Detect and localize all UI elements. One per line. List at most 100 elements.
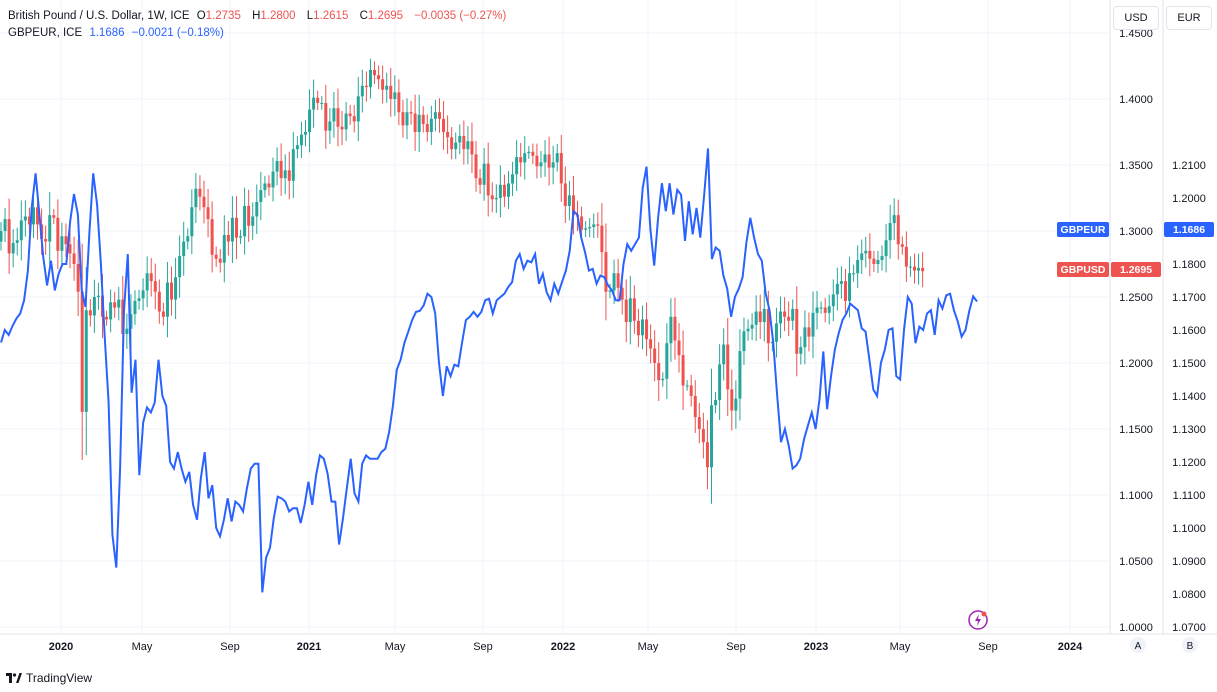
candle-body: [125, 328, 129, 334]
candle-body: [324, 102, 328, 131]
open-value: 1.2735: [205, 10, 241, 22]
candle-body: [872, 258, 876, 264]
candle-body: [791, 308, 795, 321]
lightning-icon[interactable]: [968, 610, 988, 630]
candle-body: [218, 258, 222, 263]
candle-body: [113, 302, 117, 308]
price-tick-label: 1.1700: [1172, 292, 1206, 304]
candle-body: [474, 154, 478, 179]
candle-body: [519, 157, 523, 163]
time-tick-label: Sep: [220, 641, 240, 653]
candle-body: [746, 328, 750, 332]
candle-body: [109, 302, 113, 320]
tradingview-logo[interactable]: TradingView: [6, 671, 92, 685]
candle-body: [259, 190, 263, 202]
candle-body: [649, 339, 653, 349]
candle-body: [758, 311, 762, 323]
candle-body: [409, 112, 413, 114]
candle-body: [535, 155, 539, 167]
candle-body: [714, 399, 718, 406]
candle-body: [174, 277, 178, 300]
price-tick-label: 1.1500: [1172, 358, 1206, 370]
candle-body: [839, 281, 843, 284]
candle-body: [429, 118, 433, 132]
candle-body: [308, 109, 312, 132]
candle-body: [612, 273, 616, 291]
candle-body: [255, 201, 259, 217]
candle-body: [316, 97, 320, 103]
gbpeur-symbol[interactable]: GBPEUR, ICE: [8, 27, 83, 39]
candle-body: [287, 170, 291, 181]
candle-body: [190, 207, 194, 237]
candle-body: [389, 85, 393, 99]
candle-body: [486, 163, 490, 196]
candle-body: [917, 267, 921, 271]
price-tick-label: 1.0700: [1172, 622, 1206, 634]
candle-body: [84, 310, 88, 412]
time-tick-label: 2022: [551, 641, 575, 653]
gbpusd-candles: [0, 58, 925, 504]
candle-body: [543, 154, 547, 163]
candle-body: [734, 398, 738, 411]
candle-body: [373, 69, 377, 76]
candle-body: [511, 174, 515, 184]
candle-body: [811, 312, 815, 337]
candle-body: [437, 112, 441, 119]
candle-body: [567, 195, 571, 206]
usd-scale-button[interactable]: USD: [1113, 6, 1159, 30]
candle-body: [230, 217, 234, 242]
candle-body: [129, 314, 133, 329]
price-tick-label: 1.1000: [1119, 490, 1153, 502]
candle-body: [36, 207, 40, 225]
candle-body: [385, 85, 389, 90]
candle-body: [121, 299, 125, 334]
candle-body: [226, 234, 230, 242]
svg-text:A: A: [1135, 641, 1142, 652]
candle-body: [149, 273, 153, 282]
time-tick-label: May: [638, 641, 659, 653]
candle-body: [596, 224, 600, 226]
candle-body: [186, 236, 190, 242]
candle-body: [657, 363, 661, 381]
candle-body: [490, 195, 494, 200]
candle-body: [783, 311, 787, 317]
price-tick-label: 1.1600: [1172, 325, 1206, 337]
candle-body: [588, 227, 592, 229]
candle-body: [624, 299, 628, 323]
candle-body: [198, 188, 202, 197]
candle-body: [397, 92, 401, 113]
candle-body: [681, 355, 685, 386]
price-tick-label: 1.1500: [1119, 424, 1153, 436]
price-tick-label: 1.1400: [1172, 391, 1206, 403]
scale-a-button[interactable]: A: [1130, 637, 1146, 653]
candle-body: [592, 224, 596, 228]
candle-body: [247, 205, 251, 226]
candle-body: [275, 161, 279, 172]
candle-body: [835, 283, 839, 295]
candle-body: [304, 132, 307, 135]
eur-scale-button[interactable]: EUR: [1166, 6, 1212, 30]
candle-body: [76, 264, 80, 292]
price-tick-label: 1.4000: [1119, 94, 1153, 106]
candle-body: [328, 121, 332, 131]
time-tick-label: 2023: [804, 641, 828, 653]
candle-body: [421, 114, 425, 125]
candle-body: [377, 75, 381, 80]
svg-text:B: B: [1187, 641, 1194, 652]
scale-b-button[interactable]: B: [1182, 637, 1198, 653]
candle-body: [458, 135, 462, 143]
candle-body: [291, 149, 295, 181]
candle-body: [145, 273, 149, 291]
candle-body: [27, 216, 31, 225]
gbpeur-line: [0, 148, 978, 593]
footer: TradingView: [0, 662, 1217, 692]
candle-body: [750, 324, 754, 329]
gbpusd-symbol[interactable]: British Pound / U.S. Dollar, 1W, ICE: [8, 10, 190, 22]
candle-body: [807, 327, 811, 337]
candle-body: [527, 151, 531, 154]
candle-body: [413, 113, 417, 132]
candle-body: [669, 316, 673, 344]
candle-body: [157, 291, 161, 312]
candle-body: [0, 231, 3, 242]
